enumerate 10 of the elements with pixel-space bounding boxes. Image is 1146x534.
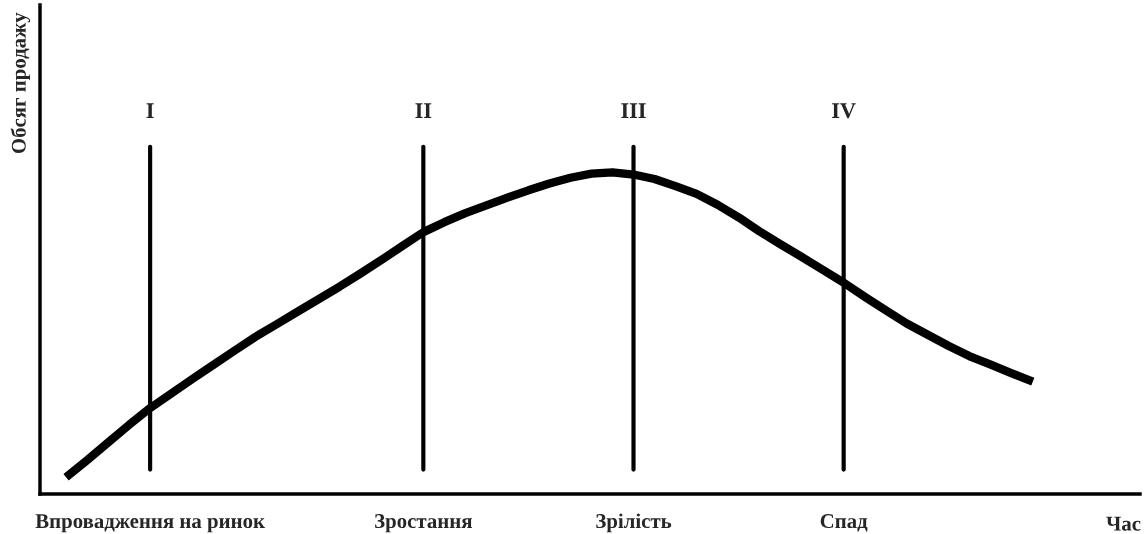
- ref-line-label: II: [415, 103, 432, 118]
- x-axis-title: Час: [1106, 516, 1141, 531]
- x-tick-label: Спад: [820, 514, 868, 532]
- ref-line-label: I: [146, 103, 154, 118]
- ref-line-label: III: [621, 103, 646, 118]
- y-axis-title: Обсяг продажу: [10, 12, 31, 154]
- x-tick-label: Впровадження на ринок: [35, 514, 265, 533]
- x-tick-label: Зростання: [375, 514, 473, 533]
- x-tick-label: Зрілість: [596, 513, 672, 533]
- ref-line-label: IV: [832, 103, 856, 119]
